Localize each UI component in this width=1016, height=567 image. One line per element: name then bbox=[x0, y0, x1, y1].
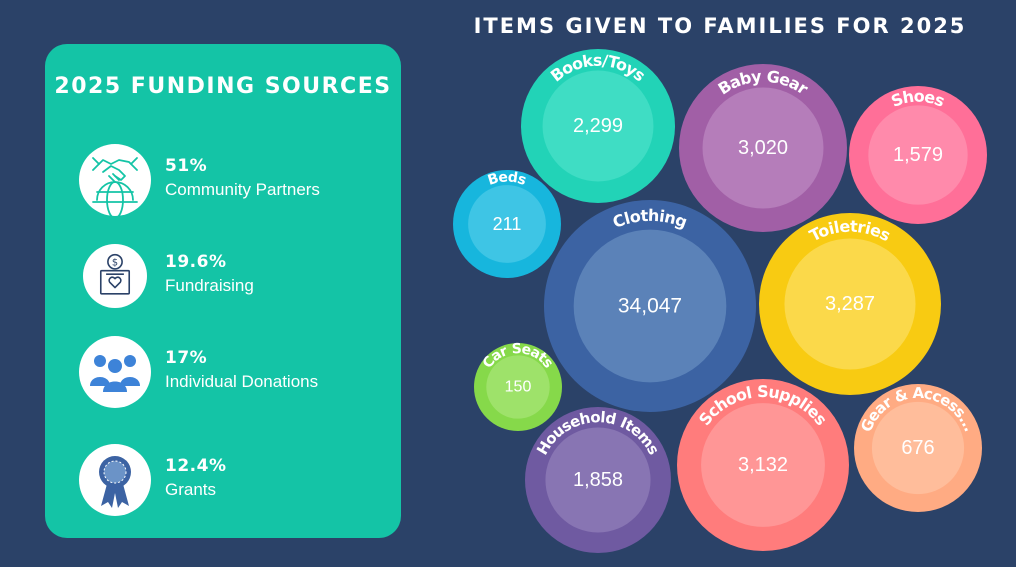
bubble-beds: 211 Beds bbox=[453, 169, 561, 278]
bubble-value: 150 bbox=[505, 379, 532, 396]
funding-label: Individual Donations bbox=[165, 372, 319, 391]
bubble-value: 3,020 bbox=[738, 137, 788, 159]
bubble-value: 1,858 bbox=[573, 469, 623, 491]
funding-source-grants: 12.4% Grants bbox=[79, 444, 389, 516]
bubble-value: 3,287 bbox=[825, 293, 875, 315]
bubble-inner bbox=[542, 70, 654, 182]
funding-percent: 17% bbox=[165, 348, 208, 368]
bubble-inner bbox=[468, 185, 546, 263]
bubble-inner bbox=[486, 355, 550, 419]
handshake-globe-icon bbox=[79, 144, 151, 216]
funding-title: 2025 FUNDING SOURCES bbox=[54, 74, 392, 99]
bubble-inner bbox=[701, 403, 825, 527]
funding-percent: 19.6% bbox=[165, 252, 227, 272]
bubble-value: 2,299 bbox=[573, 115, 623, 137]
funding-label: Community Partners bbox=[165, 180, 320, 199]
svg-text:$: $ bbox=[112, 257, 118, 268]
bubble-label: Beds bbox=[486, 169, 528, 189]
bubble-value: 1,579 bbox=[893, 144, 943, 166]
funding-source-individual-donations: 17% Individual Donations bbox=[79, 336, 389, 408]
bubble-inner bbox=[868, 105, 968, 205]
funding-sources-panel: 2025 FUNDING SOURCES 51% Community Partn… bbox=[45, 44, 401, 538]
bubble-value: 211 bbox=[493, 214, 522, 234]
donation-box-icon: $ bbox=[83, 244, 147, 308]
funding-percent: 51% bbox=[165, 156, 208, 176]
people-group-icon bbox=[79, 336, 151, 408]
bubble-value: 3,132 bbox=[738, 454, 788, 476]
funding-percent: 12.4% bbox=[165, 456, 227, 476]
bubble-inner bbox=[702, 87, 824, 209]
bubble-inner bbox=[784, 238, 916, 370]
funding-label: Grants bbox=[165, 480, 217, 499]
bubble-inner bbox=[545, 427, 651, 533]
chart-title: ITEMS GIVEN TO FAMILIES FOR 2025 bbox=[473, 14, 967, 38]
bubble-value: 676 bbox=[901, 437, 934, 459]
funding-label: Fundraising bbox=[165, 276, 254, 295]
bubble-inner bbox=[573, 229, 727, 383]
bubble-value: 34,047 bbox=[618, 295, 682, 318]
funding-source-fundraising: $ 19.6% Fundraising bbox=[79, 240, 389, 312]
funding-source-community-partners: 51% Community Partners bbox=[79, 144, 389, 216]
award-ribbon-icon bbox=[79, 444, 151, 516]
bubble-inner bbox=[871, 401, 965, 495]
